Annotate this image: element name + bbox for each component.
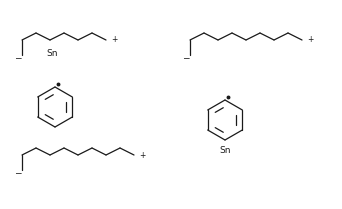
Text: −: − [14, 54, 22, 62]
Text: +: + [111, 36, 117, 45]
Text: Sn: Sn [46, 48, 58, 57]
Text: −: − [14, 168, 22, 177]
Text: −: − [182, 54, 190, 62]
Text: +: + [139, 150, 145, 159]
Text: +: + [307, 36, 313, 45]
Text: Sn: Sn [219, 146, 231, 155]
